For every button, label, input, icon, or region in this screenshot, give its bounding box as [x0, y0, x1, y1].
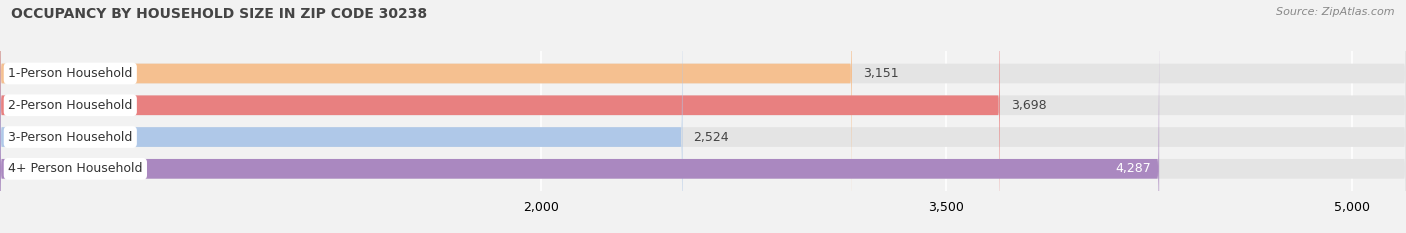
FancyBboxPatch shape	[0, 0, 852, 233]
Text: OCCUPANCY BY HOUSEHOLD SIZE IN ZIP CODE 30238: OCCUPANCY BY HOUSEHOLD SIZE IN ZIP CODE …	[11, 7, 427, 21]
Text: 4+ Person Household: 4+ Person Household	[8, 162, 142, 175]
Text: Source: ZipAtlas.com: Source: ZipAtlas.com	[1277, 7, 1395, 17]
Text: 3,151: 3,151	[863, 67, 898, 80]
Text: 3-Person Household: 3-Person Household	[8, 130, 132, 144]
Text: 2,524: 2,524	[693, 130, 728, 144]
FancyBboxPatch shape	[0, 0, 1159, 233]
FancyBboxPatch shape	[0, 0, 682, 233]
Text: 3,698: 3,698	[1011, 99, 1046, 112]
Text: 4,287: 4,287	[1115, 162, 1152, 175]
FancyBboxPatch shape	[0, 0, 1000, 233]
Text: 1-Person Household: 1-Person Household	[8, 67, 132, 80]
Text: 2-Person Household: 2-Person Household	[8, 99, 132, 112]
